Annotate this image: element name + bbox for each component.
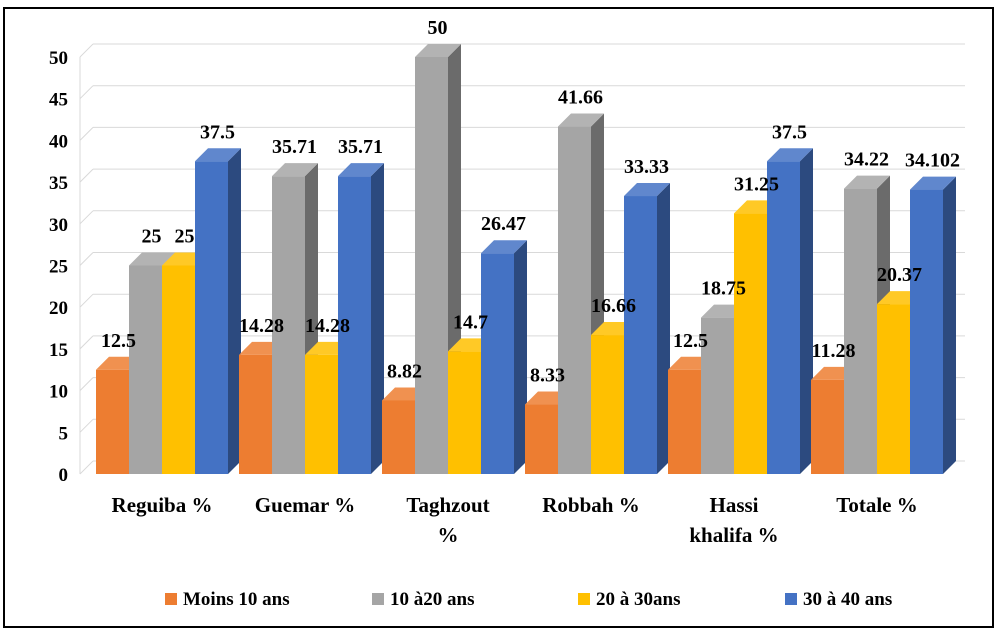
- grid-depth-1: [79, 418, 94, 433]
- legend-item-3: 30 à 40 ans: [785, 589, 892, 610]
- legend-label: 10 à20 ans: [390, 589, 474, 610]
- legend-item-2: 20 à 30ans: [578, 589, 680, 610]
- legend-swatch: [785, 593, 797, 605]
- data-label-5-0: 11.28: [812, 340, 856, 362]
- category-label-5: Totale %: [836, 493, 917, 517]
- y-tick-label: 45: [49, 90, 68, 111]
- data-label-4-1: 18.75: [701, 278, 746, 300]
- grid-depth-8: [79, 127, 94, 141]
- y-tick-label: 30: [49, 215, 68, 236]
- category-label-2: Taghzout: [406, 493, 489, 517]
- bar-2-3: [481, 240, 527, 474]
- y-tick-label: 10: [49, 382, 68, 403]
- grid-depth-4: [79, 293, 94, 308]
- bar-3-1: [558, 113, 604, 474]
- grid-depth-5: [79, 252, 94, 266]
- bar-2-0: [382, 387, 428, 474]
- legend-swatch: [165, 593, 177, 605]
- legend: Moins 10 ans 10 à20 ans 20 à 30ans 30 à 40 …: [165, 589, 892, 610]
- bars: [96, 44, 956, 475]
- grid-depth-0: [79, 460, 94, 475]
- grid-depth-10: [79, 43, 94, 58]
- category-label-3: Robbah %: [542, 493, 639, 517]
- data-label-2-1: 50: [428, 17, 448, 39]
- y-tick-label: 25: [49, 257, 68, 278]
- bar-3-3: [624, 183, 670, 474]
- y-tick-label: 20: [49, 298, 68, 319]
- y-axis-ticks: 0 5 10 15 20 25 30 35 40 45 50: [49, 48, 68, 486]
- grid-depth-7: [79, 168, 94, 183]
- data-label-2-0: 8.82: [387, 360, 422, 382]
- data-label-5-3: 34.102: [905, 150, 960, 172]
- category-label-4: khalifa %: [689, 523, 778, 547]
- data-label-3-2: 16.66: [591, 295, 636, 317]
- grid-depth-6: [79, 210, 94, 225]
- y-tick-label: 5: [59, 423, 69, 444]
- data-label-5-2: 20.37: [877, 264, 922, 286]
- data-label-1-0: 14.28: [239, 315, 284, 337]
- y-tick-label: 35: [49, 173, 68, 194]
- x-axis-categories: Reguiba % Guemar % Taghzout% Robbah % Hassi k…: [112, 493, 918, 547]
- y-tick-label: 40: [49, 131, 68, 152]
- data-label-0-3: 37.5: [200, 121, 235, 143]
- data-labels: 12.5 25 25 37.5 14.28 35.71 14.28 35.71 8.82 50 14…: [101, 17, 960, 387]
- data-label-1-3: 35.71: [338, 136, 383, 158]
- legend-label: 30 à 40 ans: [803, 589, 892, 610]
- data-label-3-1: 41.66: [558, 87, 603, 109]
- legend-label: 20 à 30ans: [596, 589, 680, 610]
- data-label-5-1: 34.22: [844, 149, 889, 171]
- y-tick-label: 15: [49, 340, 68, 361]
- category-label-2: %: [438, 523, 459, 547]
- legend-label: Moins 10 ans: [183, 589, 290, 610]
- data-label-4-2: 31.25: [734, 173, 779, 195]
- data-label-3-0: 8.33: [530, 365, 565, 387]
- bar-4-3: [767, 148, 813, 474]
- data-label-3-3: 33.33: [624, 156, 669, 178]
- grid-depth-9: [79, 85, 94, 100]
- data-label-2-3: 26.47: [481, 213, 526, 235]
- data-label-2-2: 14.7: [453, 311, 488, 333]
- bar-1-3: [338, 163, 384, 475]
- data-label-4-0: 12.5: [673, 330, 708, 352]
- legend-swatch: [372, 593, 384, 605]
- data-label-0-0: 12.5: [101, 330, 136, 352]
- data-label-0-1: 25: [142, 226, 162, 248]
- legend-swatch: [578, 593, 590, 605]
- data-label-0-2: 25: [175, 226, 195, 248]
- grid-depth-3: [79, 335, 94, 350]
- bar-0-3: [195, 148, 241, 474]
- data-label-1-2: 14.28: [305, 315, 350, 337]
- category-label-0: Reguiba %: [112, 493, 213, 517]
- bar-5-3: [910, 176, 956, 474]
- category-label-1: Guemar %: [255, 493, 356, 517]
- y-tick-label: 50: [49, 48, 68, 69]
- legend-item-1: 10 à20 ans: [372, 589, 474, 610]
- y-tick-label: 0: [59, 465, 69, 486]
- grid-depth-2: [79, 377, 94, 391]
- category-label-4: Hassi: [709, 493, 758, 517]
- legend-item-0: Moins 10 ans: [165, 589, 290, 610]
- data-label-1-1: 35.71: [272, 136, 317, 158]
- data-label-4-3: 37.5: [772, 121, 807, 143]
